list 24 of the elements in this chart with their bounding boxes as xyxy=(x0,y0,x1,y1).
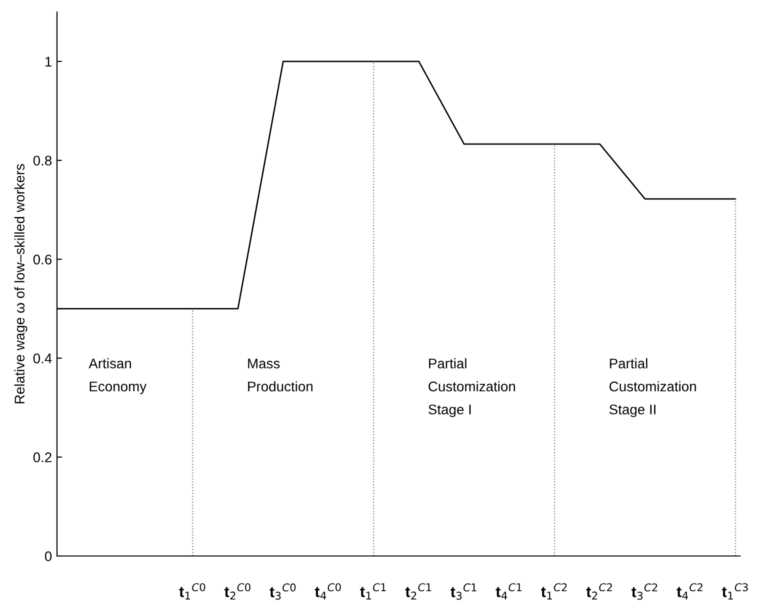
annotation: Artisan Economy xyxy=(88,358,147,394)
annotation: Partial Customization Stage I xyxy=(428,358,515,418)
annotation: Mass Production xyxy=(248,358,312,392)
x-tick-label: t$_{1}$$^{C1}$ xyxy=(360,583,386,600)
x-tick-label: t$_{2}$$^{C2}$ xyxy=(586,583,612,600)
x-tick-label: t$_{2}$$^{C1}$ xyxy=(405,583,432,600)
y-tick-label: 1 xyxy=(45,56,52,66)
x-tick-label: t$_{1}$$^{C2}$ xyxy=(541,583,567,600)
x-tick-label: t$_{3}$$^{C0}$ xyxy=(270,583,296,600)
y-tick-label: 0.8 xyxy=(33,156,52,166)
x-tick-label: t$_{3}$$^{C1}$ xyxy=(450,583,476,600)
y-tick-label: 0.2 xyxy=(33,452,52,462)
y-tick-label: 0 xyxy=(44,551,52,562)
y-tick-label: 0.6 xyxy=(33,254,52,264)
y-axis-title: Relative wage ω of low–skilled workers xyxy=(14,164,28,404)
x-tick-label: t$_{4}$$^{C0}$ xyxy=(314,583,341,600)
y-tick-label: 0.4 xyxy=(33,354,52,364)
annotation: Partial Customization Stage II xyxy=(609,358,696,418)
x-tick-label: t$_{1}$$^{C3}$ xyxy=(722,583,748,600)
x-tick-label: t$_{4}$$^{C1}$ xyxy=(496,583,522,600)
x-tick-label: t$_{3}$$^{C2}$ xyxy=(632,583,658,600)
x-tick-label: t$_{1}$$^{C0}$ xyxy=(179,583,206,600)
x-tick-label: t$_{4}$$^{C2}$ xyxy=(676,583,702,600)
x-tick-label: t$_{2}$$^{C0}$ xyxy=(224,583,250,600)
